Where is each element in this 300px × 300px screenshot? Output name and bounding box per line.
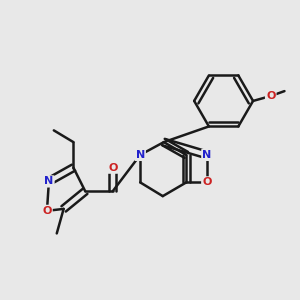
Text: N: N [136, 150, 145, 160]
Text: O: O [108, 163, 117, 173]
Text: N: N [44, 176, 53, 186]
Text: N: N [202, 150, 212, 160]
Text: O: O [42, 206, 52, 216]
Text: O: O [266, 91, 275, 101]
Text: O: O [202, 177, 212, 188]
